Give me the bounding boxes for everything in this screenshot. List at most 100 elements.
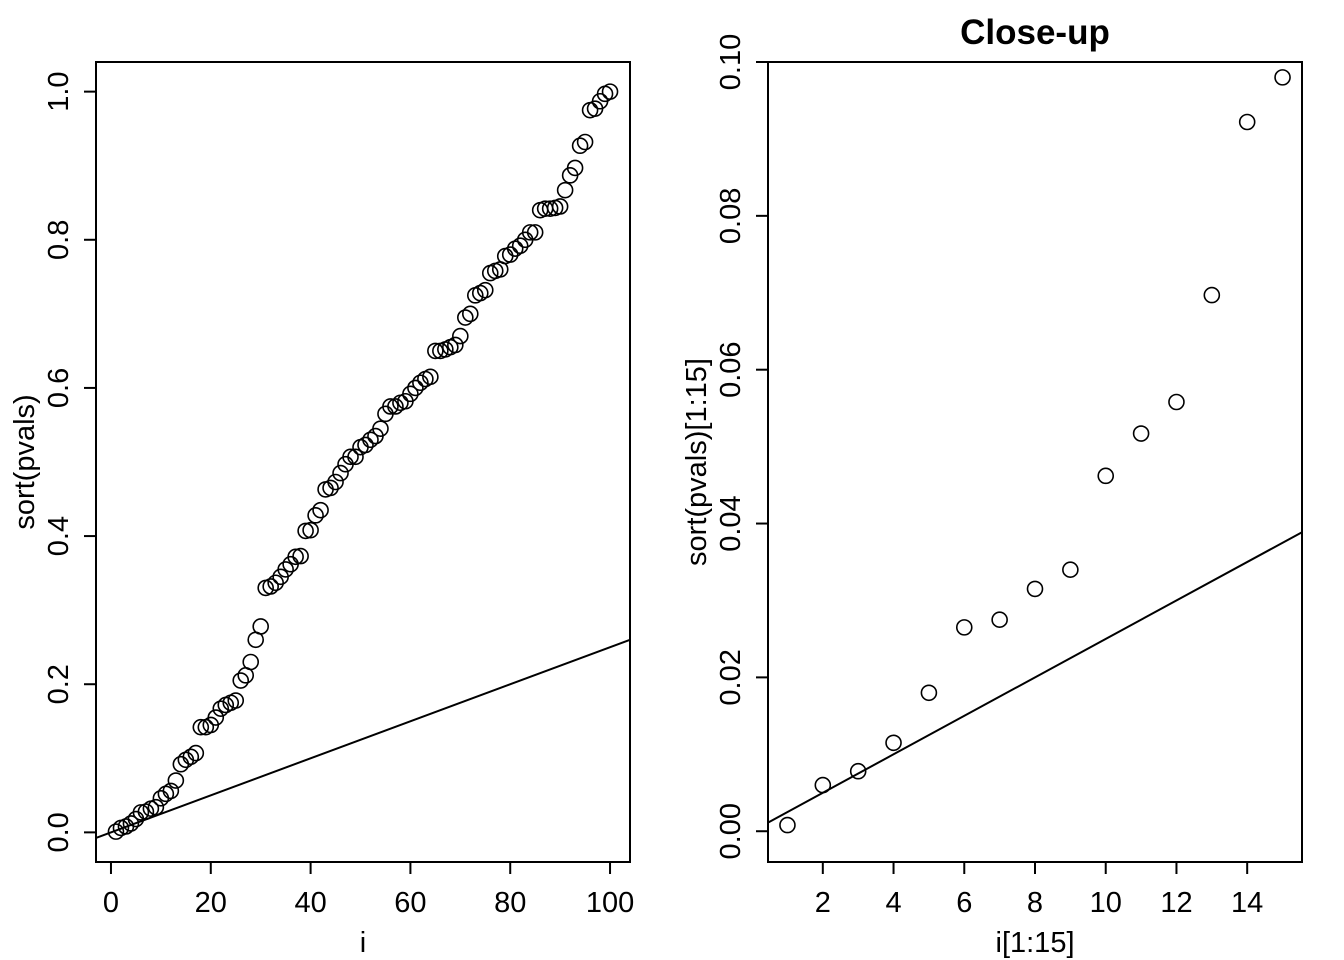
data-point	[262, 578, 279, 595]
data-point	[382, 398, 399, 415]
data-point	[167, 772, 185, 789]
x-tick-label: 8	[1027, 887, 1043, 919]
data-point	[127, 810, 145, 828]
data-point	[312, 501, 329, 519]
data-point	[172, 755, 190, 773]
x-axis-label: i	[360, 927, 366, 959]
data-point	[402, 385, 419, 403]
x-tick-label: 10	[1090, 887, 1122, 919]
data-point	[182, 748, 200, 766]
main-scatter-panel: 0 20 40 60 80 100 0.0 0.2 0.4 0.6 0.8 1.0 i sort(pval…	[9, 61, 634, 959]
data-point	[511, 237, 529, 255]
data-point	[207, 709, 225, 726]
data-point	[541, 200, 559, 217]
data-point	[779, 816, 796, 834]
data-point	[152, 789, 170, 807]
data-point	[332, 464, 349, 482]
data-point	[551, 198, 569, 215]
x-tick-label: 0	[103, 887, 119, 919]
data-point	[107, 823, 125, 840]
data-point	[122, 815, 140, 832]
reference-line	[768, 531, 1302, 824]
data-point	[849, 762, 867, 780]
x-axis-label: i[1:15]	[996, 927, 1075, 959]
data-point	[347, 448, 364, 466]
data-point	[571, 137, 589, 155]
x-tick-label: 80	[494, 887, 526, 919]
data-point	[232, 672, 250, 689]
x-tick-label: 20	[195, 887, 227, 919]
y-tick-label: 0.00	[715, 803, 747, 859]
plot-frame	[767, 61, 1303, 863]
data-point	[566, 159, 584, 177]
data-point	[1203, 286, 1221, 304]
data-point	[307, 507, 324, 524]
data-point	[297, 522, 314, 540]
y-axis-label: sort(pvals)	[9, 394, 41, 529]
data-point	[252, 618, 269, 635]
data-point	[422, 368, 439, 386]
data-point	[342, 448, 359, 466]
x-tick-label: 12	[1160, 887, 1192, 919]
data-point	[521, 224, 539, 241]
y-tick-label: 0.4	[43, 516, 75, 556]
data-point	[576, 133, 594, 151]
data-point	[1097, 467, 1115, 485]
data-point	[242, 653, 260, 671]
y-tick-label: 0.08	[715, 188, 747, 244]
data-point	[601, 83, 619, 100]
data-point	[461, 305, 479, 323]
closeup-scatter-panel: 2 4 6 8 10 12 14 0.00 0.02 0.04 0.06 0.08 0.10 i[1:15…	[681, 13, 1303, 959]
data-point	[302, 521, 319, 539]
x-tick-label: 40	[294, 887, 326, 919]
data-point	[1062, 561, 1079, 578]
x-tick-label: 100	[586, 887, 634, 919]
data-point	[457, 309, 474, 326]
data-point	[362, 431, 379, 449]
data-point	[407, 379, 424, 397]
data-point	[287, 548, 304, 566]
y-tick-label: 0.02	[715, 649, 747, 705]
data-point	[1132, 425, 1150, 442]
x-tick-label: 4	[885, 887, 901, 919]
data-point	[885, 734, 902, 752]
data-point	[322, 479, 339, 497]
y-tick-label: 1.0	[43, 71, 75, 111]
data-point	[427, 342, 444, 360]
y-tick-label: 0.04	[715, 495, 747, 551]
data-point	[447, 336, 464, 354]
data-point	[1274, 69, 1291, 86]
data-point	[357, 436, 374, 454]
data-point	[327, 473, 344, 491]
data-point	[212, 700, 230, 717]
data-point	[476, 281, 494, 299]
data-point	[372, 420, 389, 437]
x-tick-label: 6	[956, 887, 972, 919]
y-tick-label: 0.10	[715, 34, 747, 90]
data-point	[1168, 393, 1185, 411]
x-tick-label: 14	[1231, 887, 1263, 919]
data-point	[991, 611, 1008, 628]
data-point	[147, 798, 165, 816]
data-point	[1026, 580, 1044, 598]
data-point	[192, 718, 210, 736]
x-tick-label: 60	[394, 887, 426, 919]
x-tick-label: 2	[815, 887, 831, 919]
data-point	[187, 744, 205, 762]
data-point	[526, 224, 544, 241]
data-point	[412, 374, 429, 392]
data-point	[162, 782, 180, 800]
data-point	[814, 776, 832, 794]
y-tick-label: 0.8	[43, 220, 75, 260]
y-tick-label: 0.0	[43, 812, 75, 852]
data-point	[267, 574, 284, 592]
data-point	[452, 327, 469, 345]
data-point	[501, 246, 519, 263]
plot-frame	[95, 61, 631, 863]
reference-line	[96, 638, 630, 839]
data-point	[1238, 113, 1256, 131]
y-tick-label: 0.6	[43, 368, 75, 408]
y-axis-label: sort(pvals)[1:15]	[681, 358, 713, 566]
data-point	[292, 547, 309, 565]
